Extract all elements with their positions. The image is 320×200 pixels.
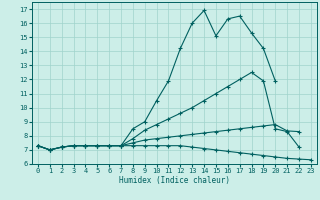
- X-axis label: Humidex (Indice chaleur): Humidex (Indice chaleur): [119, 176, 230, 185]
